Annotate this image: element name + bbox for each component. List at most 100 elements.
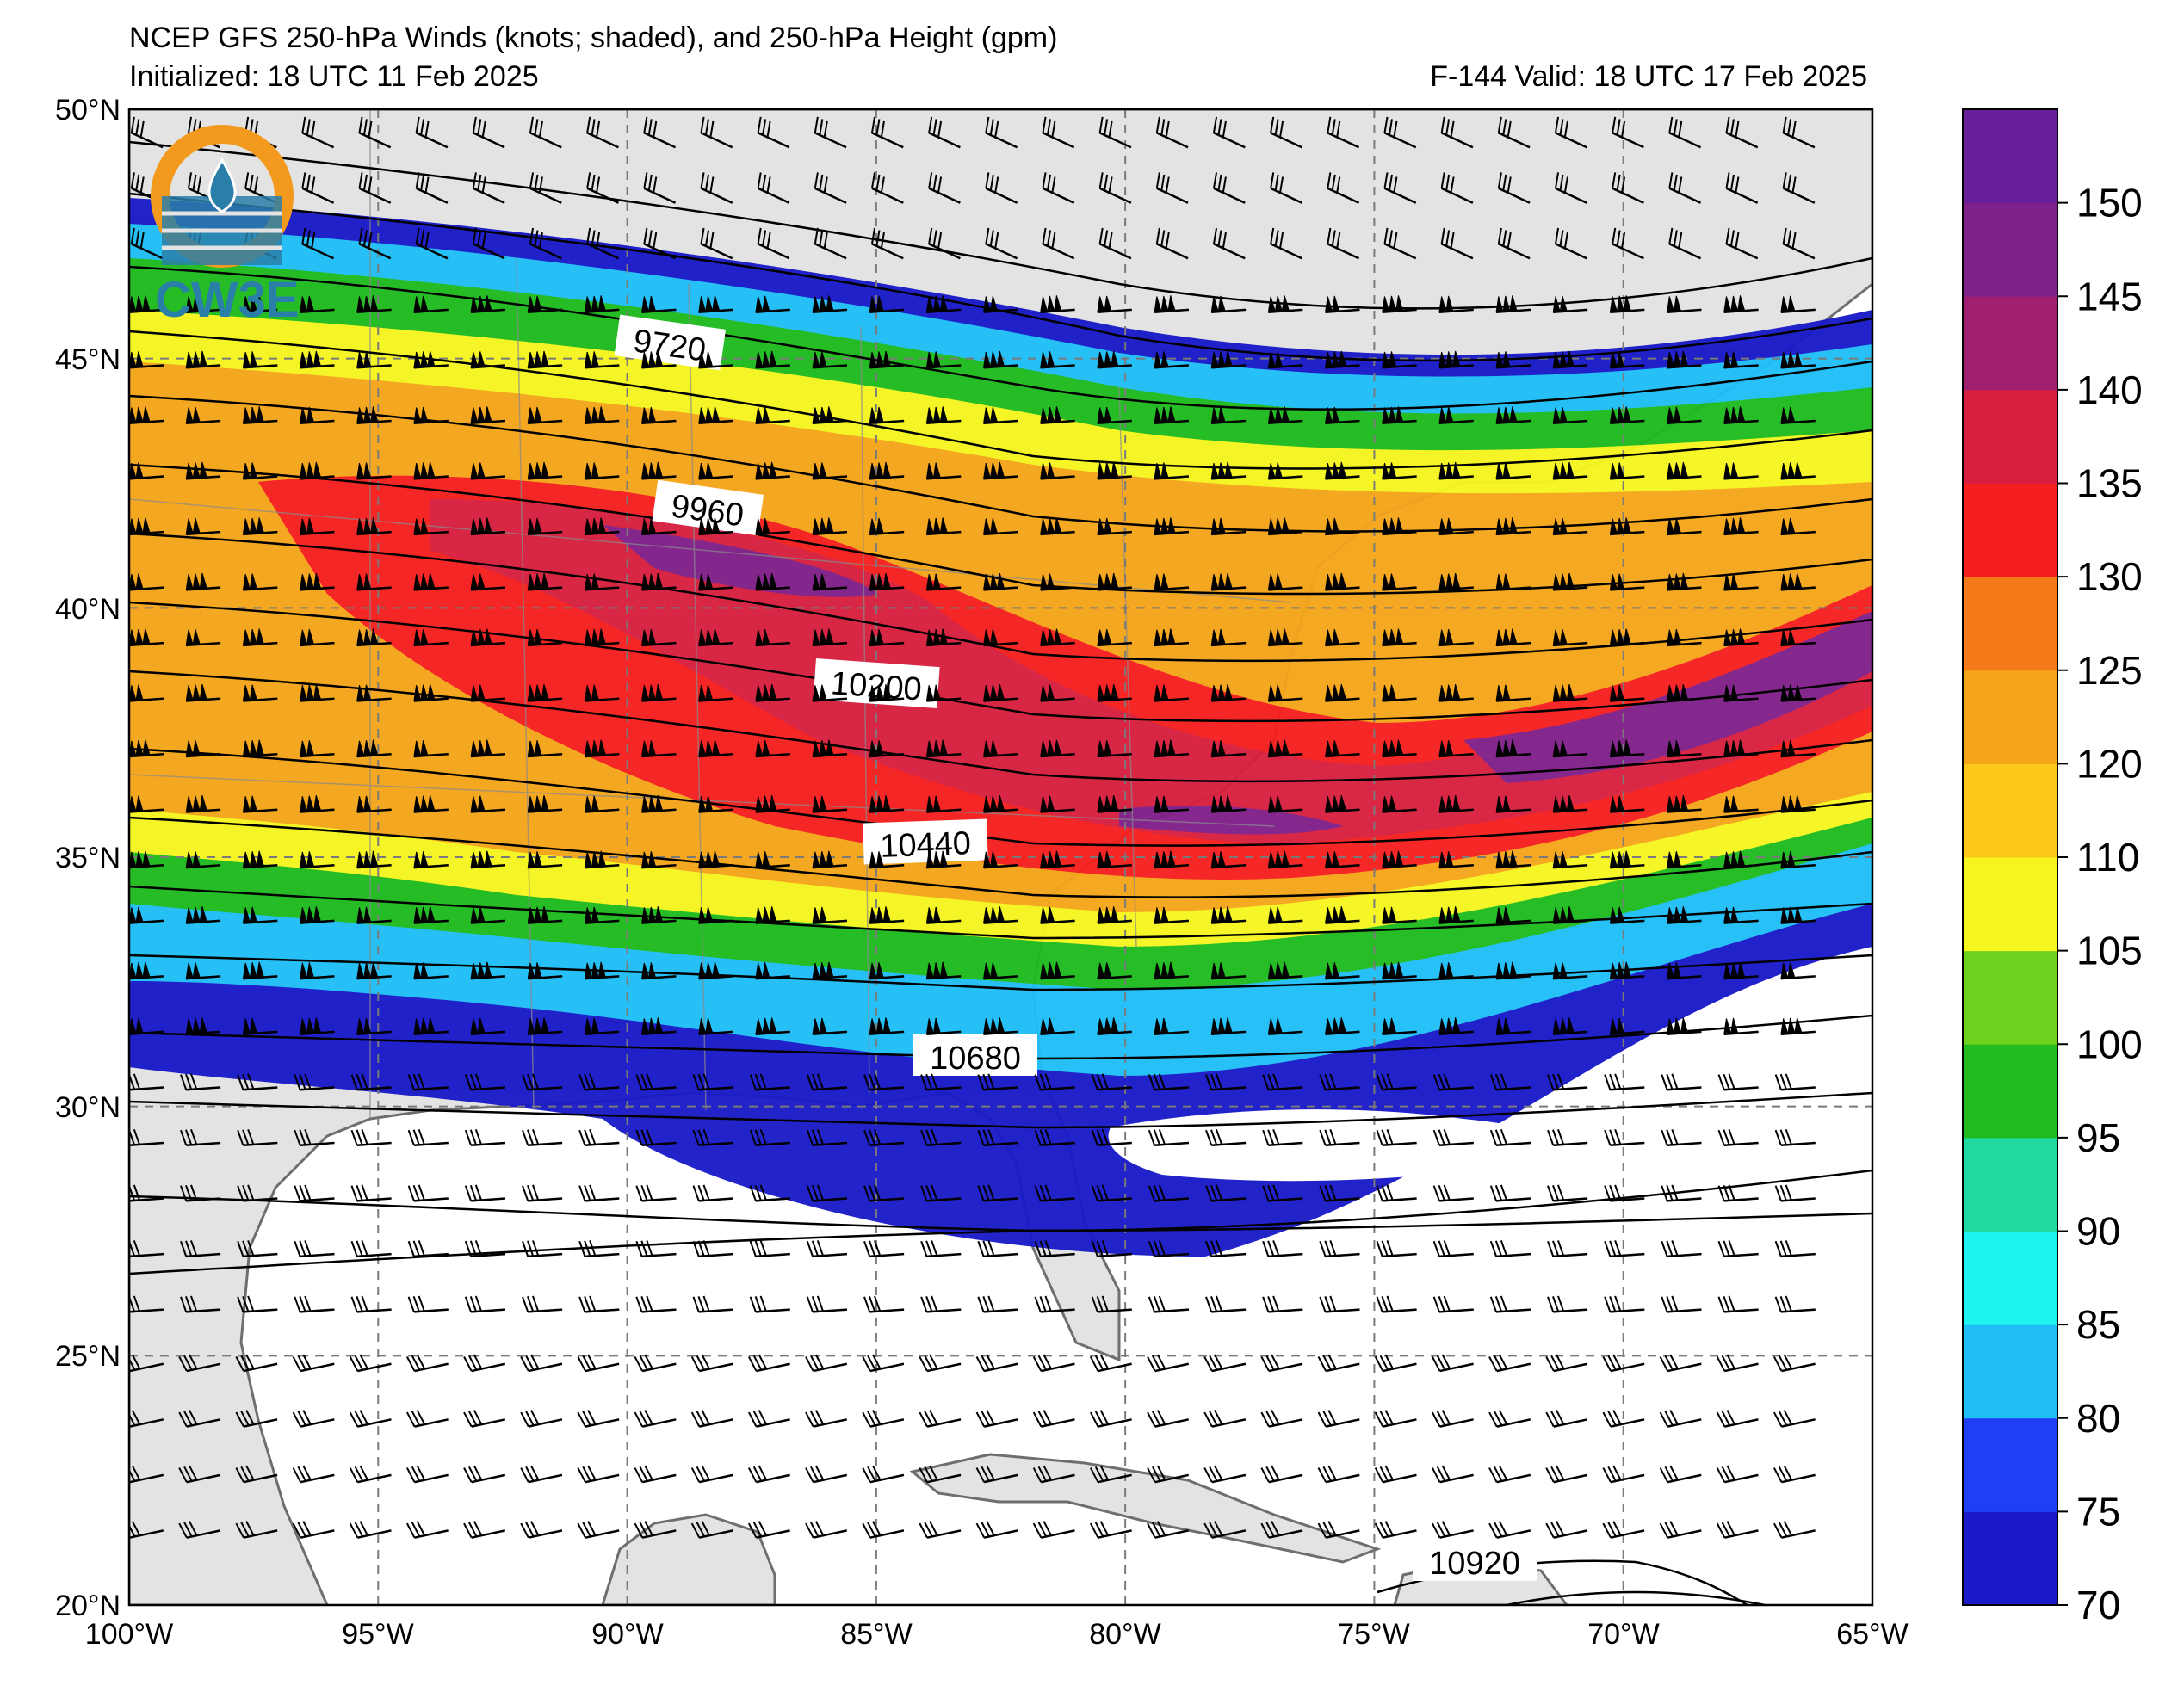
- wind-barb: [413, 795, 449, 813]
- wind-barb: [129, 573, 164, 591]
- wind-barb: [755, 906, 790, 924]
- wind-barb: [920, 1184, 962, 1202]
- wind-barb: [1488, 1410, 1531, 1428]
- wind-barb: [925, 295, 962, 313]
- wind-barb: [747, 1465, 790, 1484]
- wind-barb: [640, 740, 677, 758]
- wind-barb: [1552, 629, 1588, 647]
- colorbar-tick-label: 125: [2076, 648, 2143, 693]
- map-frame: [127, 108, 1874, 1607]
- wind-barb: [522, 1295, 563, 1313]
- wind-barb: [1774, 1184, 1816, 1202]
- wind-barb: [463, 1354, 506, 1373]
- wind-barb: [185, 295, 221, 313]
- wind-barb: [584, 406, 620, 425]
- wind-barb: [975, 1354, 1018, 1373]
- wind-barb: [405, 1521, 449, 1539]
- wind-barb: [1547, 1240, 1588, 1258]
- wind-barb: [1495, 906, 1531, 924]
- wind-barb: [470, 684, 506, 702]
- wind-barb: [747, 1521, 790, 1539]
- wind-barb: [586, 227, 619, 260]
- wind-barb: [698, 517, 733, 536]
- wind-barb: [1097, 795, 1132, 813]
- wind-barb: [1324, 629, 1360, 647]
- wind-barb: [237, 1240, 278, 1258]
- wind-barb: [242, 351, 278, 369]
- wind-barb: [1723, 517, 1759, 536]
- wind-barb: [185, 962, 221, 980]
- wind-barb: [1154, 573, 1190, 591]
- wind-barb: [1324, 851, 1360, 869]
- wind-barb: [299, 795, 335, 813]
- wind-barb: [1203, 1521, 1247, 1539]
- wind-barb: [1495, 684, 1531, 702]
- wind-barb: [925, 462, 962, 480]
- wind-barb: [919, 1465, 962, 1484]
- wind-barb: [578, 1184, 620, 1202]
- wind-barb: [1666, 740, 1702, 758]
- wind-barb: [1774, 1295, 1816, 1313]
- wind-barb: [862, 1410, 905, 1428]
- wind-barb: [757, 227, 790, 260]
- wind-barb: [1552, 461, 1588, 480]
- wind-barb: [982, 295, 1018, 313]
- wind-barb: [1042, 227, 1075, 260]
- wind-barb: [407, 1184, 449, 1202]
- wind-barb: [1431, 1410, 1474, 1428]
- wind-barb: [413, 517, 449, 536]
- wind-barb: [180, 1129, 221, 1147]
- wind-barb: [634, 1354, 677, 1373]
- colorbar-segment: [1963, 109, 2057, 204]
- wind-barb: [1317, 1354, 1360, 1373]
- wind-barb: [129, 795, 164, 813]
- wind-barb: [578, 1240, 620, 1258]
- wind-barb: [1438, 683, 1474, 702]
- wind-barb: [1659, 1521, 1702, 1539]
- wind-barb: [178, 1465, 221, 1484]
- wind-barb: [1723, 906, 1759, 924]
- wind-barb: [1723, 462, 1759, 480]
- wind-barb: [356, 295, 392, 313]
- wind-barb: [299, 740, 335, 758]
- wind-barb: [350, 1129, 392, 1147]
- wind-barb: [982, 795, 1018, 813]
- wind-barb: [1602, 1521, 1645, 1539]
- wind-barb: [1382, 517, 1417, 536]
- wind-barb: [358, 172, 392, 204]
- wind-barb: [356, 739, 392, 758]
- wind-barb: [1547, 1073, 1588, 1091]
- wind-barb: [1723, 795, 1759, 813]
- wind-barb: [129, 961, 164, 980]
- wind-barb: [413, 1017, 449, 1035]
- wind-barb: [1604, 1073, 1645, 1091]
- contour-label-10200: 10200: [830, 665, 923, 707]
- wind-barb: [1431, 1521, 1474, 1539]
- wind-barb: [1659, 1354, 1702, 1373]
- wind-barb: [470, 906, 506, 924]
- wind-barb: [1609, 628, 1645, 647]
- wind-barb: [1604, 1240, 1645, 1258]
- wind-barb: [1552, 740, 1588, 758]
- wind-barb: [1040, 628, 1075, 647]
- wind-barb: [577, 1410, 620, 1428]
- wind-barb: [814, 116, 847, 149]
- wind-barb: [1319, 1295, 1360, 1313]
- wind-barb: [1262, 1295, 1303, 1313]
- wind-barb: [1659, 1465, 1702, 1484]
- map-area: 9720 9960 10200 10440 10680 10920 CW3E: [129, 109, 1872, 1605]
- wind-barb: [1495, 1017, 1531, 1035]
- wind-barb: [129, 1521, 164, 1539]
- wind-barb: [129, 906, 164, 924]
- wind-barb: [1552, 295, 1588, 313]
- wind-barb: [299, 461, 335, 480]
- wind-barb: [405, 1410, 449, 1428]
- wind-barb: [869, 795, 905, 813]
- wind-barb: [1032, 1410, 1075, 1428]
- wind-barb: [1210, 406, 1247, 425]
- wind-barb: [1545, 1521, 1588, 1539]
- wind-barb: [1780, 350, 1816, 369]
- wind-barb: [634, 1465, 677, 1484]
- lat-label-25: 25°N: [55, 1340, 121, 1373]
- wind-barb: [755, 683, 790, 702]
